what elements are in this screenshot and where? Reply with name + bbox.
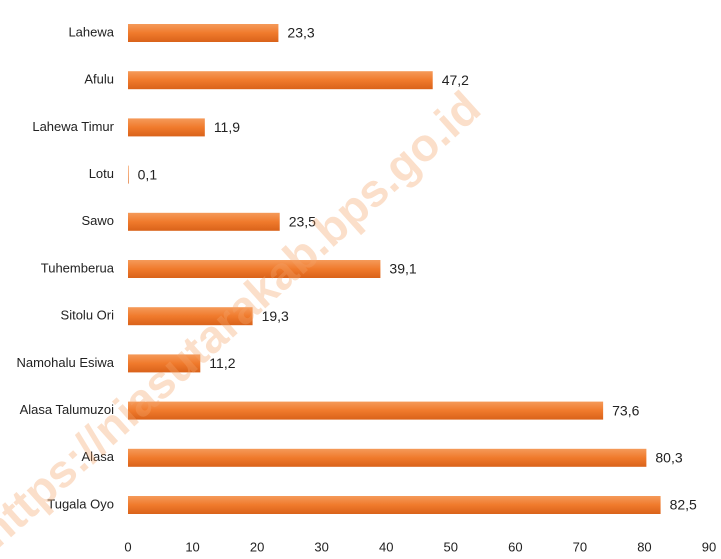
bar [128,71,433,90]
y-tick-label: Lahewa [68,24,114,39]
x-tick-label: 30 [314,539,328,554]
value-label: 23,3 [287,25,314,41]
value-label: 73,6 [612,402,639,418]
x-tick-label: 50 [444,539,458,554]
y-tick-label: Lotu [89,166,114,181]
value-label: 11,9 [214,119,240,135]
value-label: 82,5 [670,497,697,513]
value-label: 80,3 [655,450,682,466]
x-tick-label: 40 [379,539,393,554]
x-tick-label: 80 [637,539,651,554]
bar [128,260,381,278]
y-tick-label: Namohalu Esiwa [16,355,114,370]
x-tick-label: 20 [250,539,264,554]
y-tick-label: Tugala Oyo [47,496,114,511]
value-label: 47,2 [442,72,469,88]
y-tick-label: Sawo [81,213,114,228]
bar [128,448,647,467]
x-tick-label: 70 [573,539,587,554]
bar [128,496,661,514]
y-tick-label: Afulu [84,72,114,87]
value-label: 39,1 [389,261,416,277]
bar [128,212,280,231]
x-tick-label: 0 [124,539,131,554]
value-label: 19,3 [262,308,289,324]
bar [128,354,201,373]
y-tick-label: Alasa [81,449,114,464]
x-tick-label: 60 [508,539,522,554]
bar [128,165,129,184]
y-tick-label: Lahewa Timur [32,119,114,134]
bar [128,307,253,326]
x-tick-label: 90 [702,539,716,554]
value-label: 0,1 [138,166,158,182]
y-tick-label: Tuhemberua [41,260,115,275]
bar [128,118,205,137]
value-label: 23,5 [289,214,316,230]
y-tick-label: Alasa Talumuzoi [20,402,115,417]
value-label: 11,2 [209,355,235,371]
bar [128,401,604,420]
x-tick-label: 10 [185,539,199,554]
bar [128,24,279,42]
y-tick-label: Sitolu Ori [61,308,115,323]
